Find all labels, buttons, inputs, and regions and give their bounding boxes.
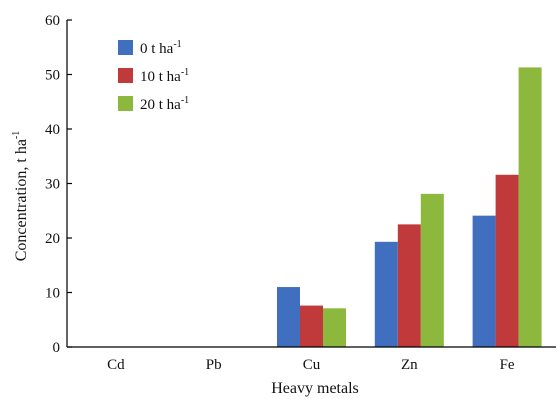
y-tick-label: 10: [45, 286, 60, 302]
bar: [518, 67, 542, 347]
y-axis-title: Concentration, t ha-1: [11, 131, 30, 262]
x-axis-ticks: Cd Pb Cu Zn Fe: [107, 357, 515, 373]
bar: [472, 215, 496, 347]
bars: [277, 67, 542, 347]
y-tick-label: 30: [45, 177, 60, 193]
y-tick-label: 0: [53, 340, 61, 356]
bar: [420, 193, 444, 347]
y-tick-label: 60: [45, 13, 60, 29]
legend-swatch: [118, 40, 133, 55]
x-tick-label: Fe: [500, 357, 515, 373]
y-tick-label: 40: [45, 122, 60, 138]
bar: [397, 224, 421, 347]
bar: [277, 287, 300, 347]
legend-swatch: [118, 96, 133, 111]
x-axis-title: Heavy metals: [271, 380, 359, 397]
x-tick-label: Cd: [107, 357, 125, 373]
bar: [323, 308, 346, 347]
legend: 0 t ha-1 10 t ha-1 20 t ha-1: [118, 39, 189, 113]
x-tick-label: Zn: [401, 357, 418, 373]
bar: [300, 305, 323, 347]
legend-label: 0 t ha-1: [140, 39, 182, 57]
y-tick-label: 50: [45, 68, 60, 84]
bar: [495, 174, 519, 347]
y-tick-label: 20: [45, 231, 60, 247]
x-tick-label: Cu: [303, 357, 321, 373]
bar: [374, 241, 398, 347]
y-axis-ticks: 0 10 20 30 40 50 60: [45, 13, 72, 356]
legend-swatch: [118, 68, 133, 83]
x-tick-label: Pb: [206, 357, 222, 373]
legend-label: 20 t ha-1: [140, 95, 189, 113]
legend-label: 10 t ha-1: [140, 67, 189, 85]
